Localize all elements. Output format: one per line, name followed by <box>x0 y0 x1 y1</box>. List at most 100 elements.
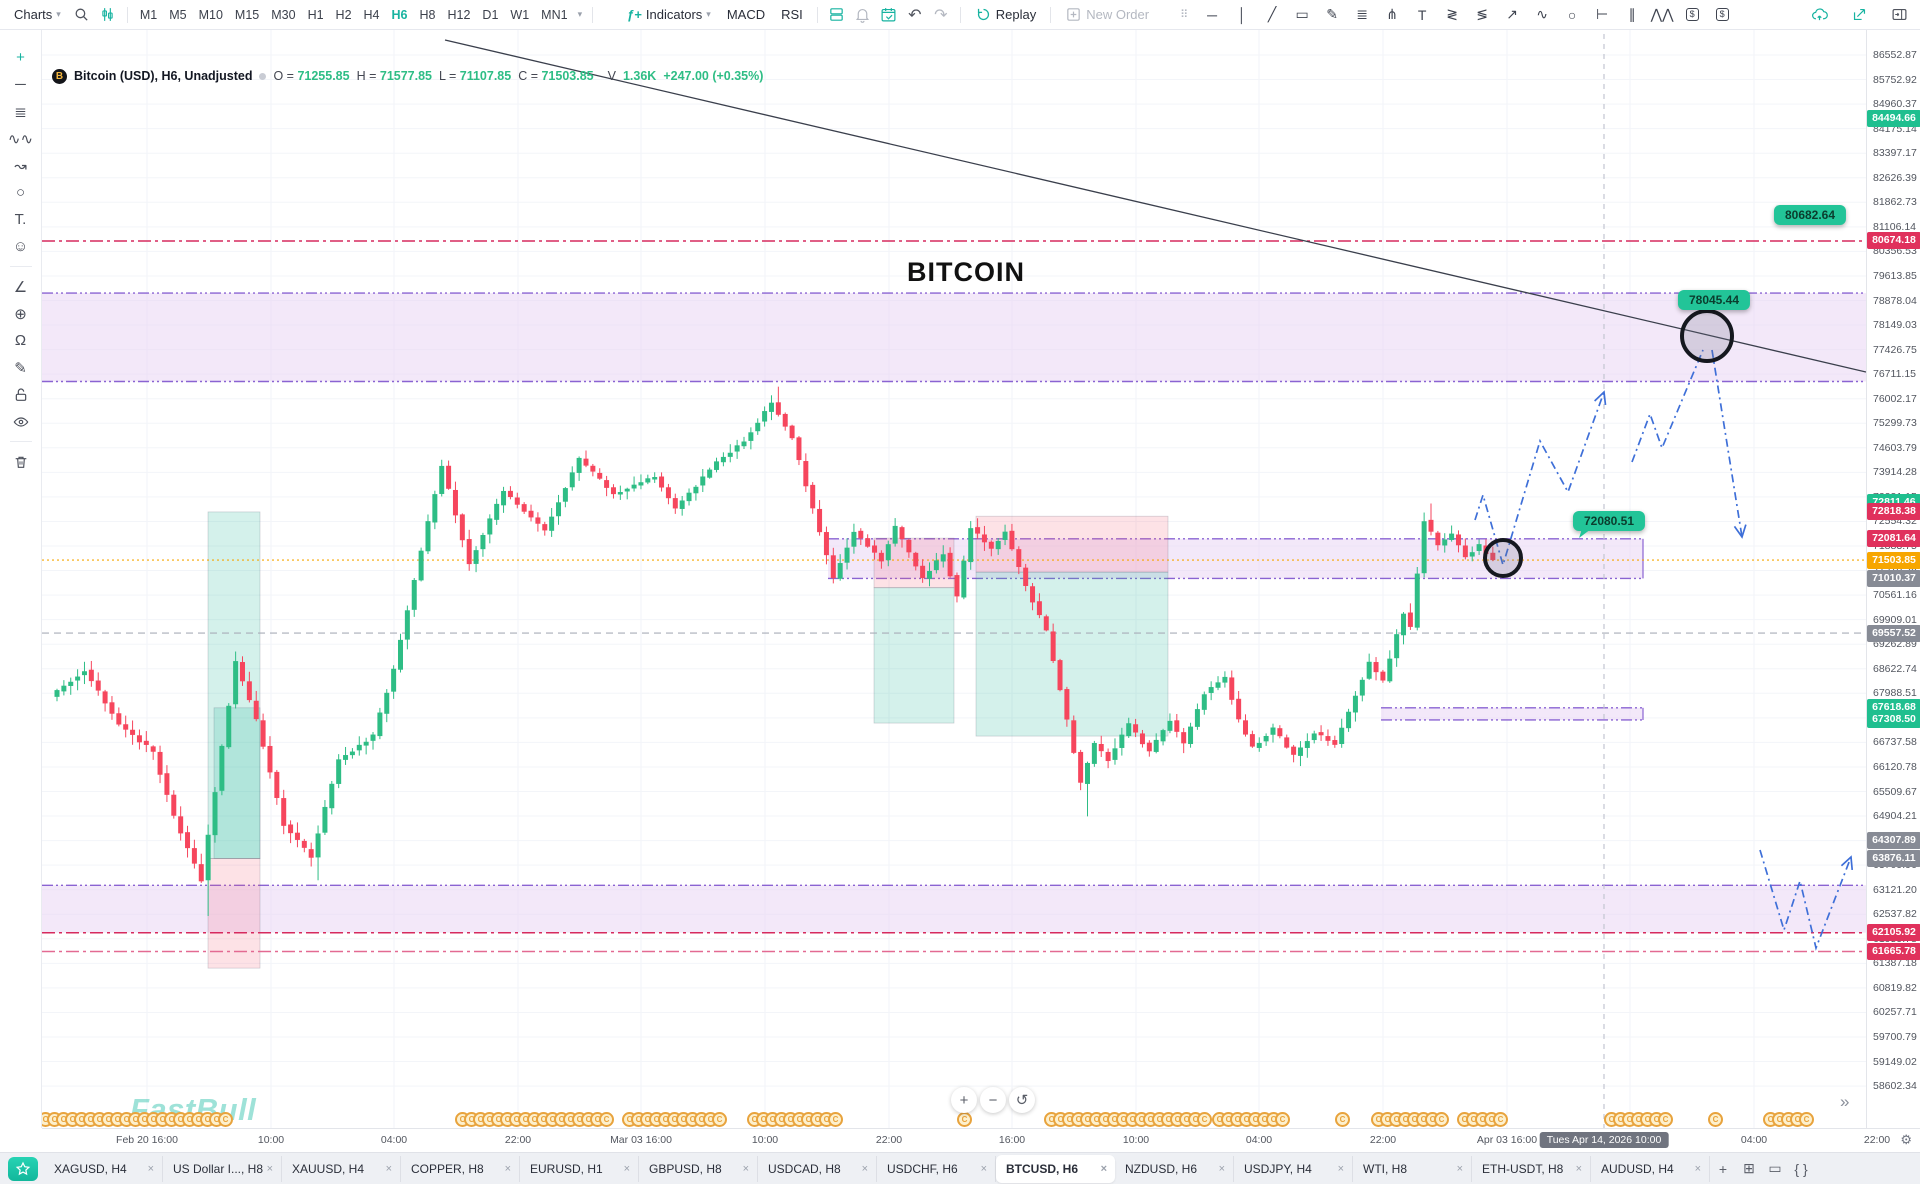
symbol-info-bar[interactable]: B Bitcoin (USD), H6, Unadjusted O = 7125… <box>52 67 763 85</box>
symbol-tab-gbpusd[interactable]: GBPUSD, H8 × <box>639 1155 758 1182</box>
news-coin-icon[interactable]: C <box>218 1112 233 1127</box>
disjoint-channel-tool[interactable]: ≶ <box>1476 6 1488 22</box>
drawing-pen-icon[interactable]: ✎ <box>14 359 27 377</box>
tab-close-icon[interactable]: × <box>504 1162 511 1175</box>
brush-tool[interactable]: ✎ <box>1326 6 1338 22</box>
tab-close-icon[interactable]: × <box>1694 1162 1701 1175</box>
horizontal-line-tool[interactable]: ─ <box>1207 6 1218 23</box>
candles-group[interactable] <box>54 386 1496 916</box>
forecast-arrow-tool-icon[interactable]: ↝ <box>14 157 27 175</box>
timeframe-m1[interactable]: M1 <box>139 7 158 22</box>
news-coin-icon[interactable]: C <box>1658 1112 1673 1127</box>
new-order-button[interactable]: New Order <box>1057 2 1157 28</box>
news-coin-icon[interactable]: C <box>1335 1112 1350 1127</box>
parallel-lines-tool[interactable]: ∥ <box>1628 6 1636 22</box>
ellipse-tool[interactable]: ○ <box>1567 6 1577 23</box>
tab-close-icon[interactable]: × <box>147 1162 154 1175</box>
timeframe-m5[interactable]: M5 <box>169 7 187 22</box>
pitchfork-tool[interactable]: ⋔ <box>1386 6 1398 22</box>
news-coin-icon[interactable]: C <box>1197 1112 1212 1127</box>
scroll-to-latest-button[interactable]: » <box>1840 1092 1850 1111</box>
demand-box[interactable] <box>213 707 261 859</box>
news-coin-icon[interactable]: C <box>957 1112 972 1127</box>
tab-close-icon[interactable]: × <box>266 1162 273 1175</box>
tab-close-icon[interactable]: × <box>385 1162 392 1175</box>
replay-button[interactable]: Replay <box>967 2 1044 28</box>
risk-box[interactable] <box>207 858 261 969</box>
axis-settings-gear-icon[interactable]: ⚙ <box>1900 1132 1912 1147</box>
drawing-price-label[interactable]: 72080.51 <box>1572 511 1646 531</box>
news-coin-icon[interactable]: C <box>1799 1112 1814 1127</box>
trend-line-tool[interactable]: ╱ <box>1267 6 1277 22</box>
news-coin-icon[interactable]: C <box>599 1112 614 1127</box>
alert-bell-icon[interactable] <box>850 3 876 27</box>
tab-close-icon[interactable]: × <box>1100 1162 1107 1175</box>
projection-arrow[interactable] <box>1631 349 1704 463</box>
timeframe-m10[interactable]: M10 <box>198 7 223 22</box>
text-tool-icon[interactable]: T. <box>14 211 27 228</box>
symbol-tab-nzdusd[interactable]: NZDUSD, H6 × <box>1115 1155 1234 1182</box>
symbol-tab-usdchf[interactable]: USDCHF, H6 × <box>877 1155 996 1182</box>
layout-panels-icon[interactable] <box>824 3 850 27</box>
symbol-tab-us dollar i...[interactable]: US Dollar I..., H8 × <box>163 1155 282 1182</box>
charts-menu-button[interactable]: Charts ▾ <box>6 2 69 28</box>
zoom-in-button[interactable]: + <box>951 1087 977 1113</box>
split-layout-button[interactable]: ⊞ <box>1743 1160 1755 1176</box>
fullscreen-button[interactable]: { } <box>1794 1160 1808 1177</box>
crosshair-plus-icon[interactable]: + <box>16 49 25 66</box>
magnet-tool-icon[interactable]: Ω <box>14 332 27 349</box>
zoom-out-button[interactable]: − <box>980 1087 1006 1113</box>
drawing-price-label[interactable]: 80682.64 <box>1773 205 1847 225</box>
timeframe-h1[interactable]: H1 <box>307 7 324 22</box>
trendline-tool-icon[interactable]: ─ <box>15 76 26 93</box>
highlight-circle-drawing[interactable] <box>1680 309 1734 363</box>
price-axis[interactable]: 86552.87 85752.92 84960.37 84175.14 83397.17… <box>1866 30 1920 1128</box>
parallel-channel-tool[interactable]: ≷ <box>1446 6 1458 22</box>
price-note-bubble-tool[interactable]: $ <box>1677 3 1707 27</box>
emoji-tool-icon[interactable]: ☺ <box>12 238 29 255</box>
vertical-line-tool[interactable]: │ <box>1237 6 1247 23</box>
timeframe-h8[interactable]: H8 <box>419 7 436 22</box>
timeframe-h6[interactable]: H6 <box>391 7 408 22</box>
news-coin-icon[interactable]: C <box>712 1112 727 1127</box>
indicators-button[interactable]: ƒ+ Indicators ▾ <box>619 2 719 28</box>
pattern-tool[interactable]: ⋀⋀ <box>1650 6 1674 22</box>
symbol-tab-audusd[interactable]: AUDUSD, H4 × <box>1591 1155 1710 1182</box>
add-chart-tab-button[interactable]: + <box>1718 1160 1728 1177</box>
symbol-tab-xagusd[interactable]: XAGUSD, H4 × <box>44 1155 163 1182</box>
fib-retracement-tool[interactable]: ≣ <box>1356 6 1368 22</box>
tab-close-icon[interactable]: × <box>742 1162 749 1175</box>
timeframe-d1[interactable]: D1 <box>482 7 499 22</box>
collapse-panel-icon[interactable] <box>1886 3 1912 27</box>
economic-calendar-icon[interactable] <box>876 3 902 27</box>
timeframe-h4[interactable]: H4 <box>363 7 380 22</box>
symbol-tab-wti[interactable]: WTI, H8 × <box>1353 1155 1472 1182</box>
timeframe-m15[interactable]: M15 <box>234 7 260 22</box>
tab-close-icon[interactable]: × <box>1456 1162 1463 1175</box>
price-label-tool[interactable]: $ <box>1707 3 1737 27</box>
wave-pattern-tool-icon[interactable]: ∿∿ <box>7 130 34 148</box>
demand-box[interactable] <box>975 571 1169 737</box>
rsi-shortcut[interactable]: RSI <box>781 7 803 22</box>
zigzag-tool[interactable]: ∿ <box>1536 6 1548 22</box>
tab-close-icon[interactable]: × <box>1218 1162 1225 1175</box>
arrow-tool[interactable]: ↗ <box>1506 6 1518 22</box>
zoom-in-tool-icon[interactable]: ⊕ <box>14 305 27 323</box>
symbol-tab-copper[interactable]: COPPER, H8 × <box>401 1155 520 1182</box>
tab-close-icon[interactable]: × <box>1337 1162 1344 1175</box>
fib-tool-icon[interactable]: ≣ <box>14 103 27 121</box>
tab-close-icon[interactable]: × <box>623 1162 630 1175</box>
timeframe-dropdown-icon[interactable]: ▾ <box>577 9 583 19</box>
news-coin-icon[interactable]: C <box>1493 1112 1508 1127</box>
drawing-price-label[interactable]: 78045.44 <box>1677 290 1751 310</box>
bitcoin-annotation-text[interactable]: BITCOIN <box>907 257 1025 287</box>
candlestick-chart[interactable]: BITCOIN <box>42 30 1866 1128</box>
symbol-tab-usdjpy[interactable]: USDJPY, H4 × <box>1234 1155 1353 1182</box>
minimize-button[interactable]: ▭ <box>1768 1160 1782 1176</box>
cloud-save-icon[interactable] <box>1806 3 1832 27</box>
time-axis[interactable]: ⚙ Feb 20 16:00 10:00 04:00 22:00 Mar 03 16:0… <box>42 1128 1920 1152</box>
news-coin-icon[interactable]: C <box>1434 1112 1449 1127</box>
compare-symbols-icon[interactable] <box>95 3 121 27</box>
symbol-search-icon[interactable] <box>69 3 95 27</box>
demand-box[interactable] <box>873 587 955 724</box>
